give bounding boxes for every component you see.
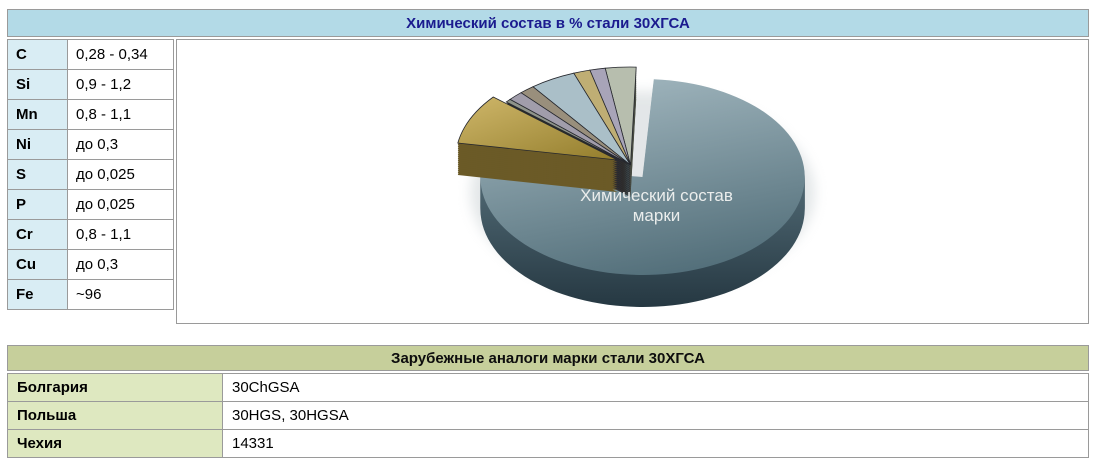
analog-country: Болгария <box>7 373 223 402</box>
analog-grades: 30HGS, 30HGSA <box>222 401 1089 430</box>
analogs-title: Зарубежные аналоги марки стали 30ХГСА <box>391 349 705 367</box>
element-value: до 0,3 <box>67 129 174 160</box>
element-value: до 0,025 <box>67 189 174 220</box>
composition-table: C 0,28 - 0,34 Si 0,9 - 1,2 Mn 0,8 - 1,1 Ni до 0… <box>7 39 174 310</box>
pie-slice <box>505 98 631 166</box>
analogs-table: Болгария 30ChGSA Польша 30HGS, 30HGSA Чехия 1… <box>7 373 1089 458</box>
composition-row: C 0,28 - 0,34 <box>7 39 174 70</box>
element-value: 0,28 - 0,34 <box>67 39 174 70</box>
element-symbol: Fe <box>7 279 68 310</box>
pie-label-line: марки <box>633 206 681 225</box>
composition-body: C 0,28 - 0,34 Si 0,9 - 1,2 Mn 0,8 - 1,1 Ni до 0… <box>7 39 1089 324</box>
element-value: 0,9 - 1,2 <box>67 69 174 100</box>
element-value: ~96 <box>67 279 174 310</box>
element-symbol: Mn <box>7 99 68 130</box>
composition-row: Cr 0,8 - 1,1 <box>7 219 174 250</box>
analogs-section: Зарубежные аналоги марки стали 30ХГСА Бо… <box>7 345 1089 458</box>
element-symbol: Cu <box>7 249 68 280</box>
element-value: 0,8 - 1,1 <box>67 99 174 130</box>
composition-row: Mn 0,8 - 1,1 <box>7 99 174 130</box>
composition-table-body: C 0,28 - 0,34 Si 0,9 - 1,2 Mn 0,8 - 1,1 Ni до 0… <box>7 39 174 310</box>
element-symbol: S <box>7 159 68 190</box>
pie-label-line: Химический состав <box>580 186 733 205</box>
element-symbol: P <box>7 189 68 220</box>
analog-grades: 14331 <box>222 429 1089 458</box>
element-symbol: Cr <box>7 219 68 250</box>
analogs-table-body: Болгария 30ChGSA Польша 30HGS, 30HGSA Чехия 1… <box>7 373 1089 458</box>
element-value: до 0,3 <box>67 249 174 280</box>
element-symbol: C <box>7 39 68 70</box>
element-value: до 0,025 <box>67 159 174 190</box>
analog-row: Чехия 14331 <box>7 429 1089 458</box>
analog-row: Болгария 30ChGSA <box>7 373 1089 402</box>
composition-title: Химический состав в % стали 30ХГСА <box>406 14 690 32</box>
analog-country: Польша <box>7 401 223 430</box>
element-symbol: Ni <box>7 129 68 160</box>
composition-section: Химический состав в % стали 30ХГСА C 0,28… <box>7 9 1089 324</box>
composition-header: Химический состав в % стали 30ХГСА <box>7 9 1089 37</box>
chart-box: Химический состав марки <box>176 39 1089 324</box>
pie-slice <box>457 96 618 161</box>
analog-row: Польша 30HGS, 30HGSA <box>7 401 1089 430</box>
analog-grades: 30ChGSA <box>222 373 1089 402</box>
element-value: 0,8 - 1,1 <box>67 219 174 250</box>
analog-country: Чехия <box>7 429 223 458</box>
composition-row: Fe ~96 <box>7 279 174 310</box>
pie-slice <box>480 79 805 275</box>
composition-row: Si 0,9 - 1,2 <box>7 69 174 100</box>
composition-row: Cu до 0,3 <box>7 249 174 280</box>
element-symbol: Si <box>7 69 68 100</box>
analogs-header: Зарубежные аналоги марки стали 30ХГСА <box>7 345 1089 371</box>
composition-row: Ni до 0,3 <box>7 129 174 160</box>
